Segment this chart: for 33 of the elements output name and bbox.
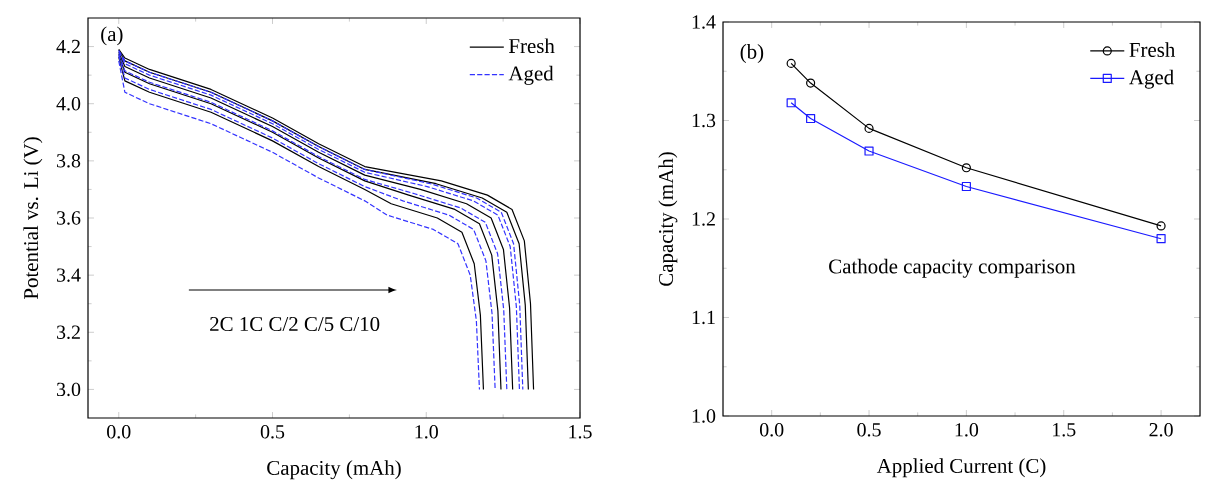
y-tick-label: 3.8 — [57, 154, 81, 168]
legend-label: Fresh — [508, 38, 555, 54]
x-tick-label: 0.5 — [260, 425, 285, 439]
y-tick-label: 1.1 — [692, 310, 715, 325]
y-tick-label: 1.3 — [692, 113, 716, 128]
y-tick-label: 3.4 — [57, 268, 81, 282]
y-tick-label: 3.2 — [57, 325, 80, 340]
y-tick-label: 4.2 — [56, 39, 80, 54]
y-tick-label: 1.4 — [692, 15, 716, 29]
y-tick-label: 1.2 — [692, 212, 715, 226]
y-axis-title: Potential vs. Li (V) — [23, 137, 43, 300]
annotation: Cathode capacity comparison — [829, 258, 1076, 278]
x-tick-label: 0.0 — [759, 423, 784, 437]
annotation: 2C 1C C/2 C/5 C/10 — [210, 316, 380, 332]
x-tick-label: 1.5 — [1053, 423, 1076, 437]
legend-label: Aged — [1129, 69, 1174, 89]
y-tick-label: 1.0 — [692, 409, 716, 423]
y-tick-label: 3.6 — [57, 211, 81, 225]
x-tick-label: 0.0 — [107, 425, 131, 439]
x-tick-label: 1.0 — [415, 425, 438, 439]
x-axis-title: Capacity (mAh) — [267, 460, 401, 480]
y-tick-label: 3.0 — [57, 382, 81, 397]
annotation: (a) — [101, 26, 123, 46]
y-axis-title: Capacity (mAh) — [658, 152, 678, 286]
x-tick-label: 1.5 — [569, 425, 592, 439]
annotation: (b) — [740, 44, 764, 64]
x-axis-title: Applied Current (C) — [876, 458, 1046, 478]
legend-label: Aged — [508, 65, 554, 85]
legend-label: Fresh — [1129, 42, 1176, 57]
x-tick-label: 0.5 — [857, 423, 881, 437]
x-tick-label: 2.0 — [1149, 423, 1173, 437]
x-tick-label: 1.0 — [955, 423, 979, 437]
y-tick-label: 4.0 — [56, 96, 81, 111]
